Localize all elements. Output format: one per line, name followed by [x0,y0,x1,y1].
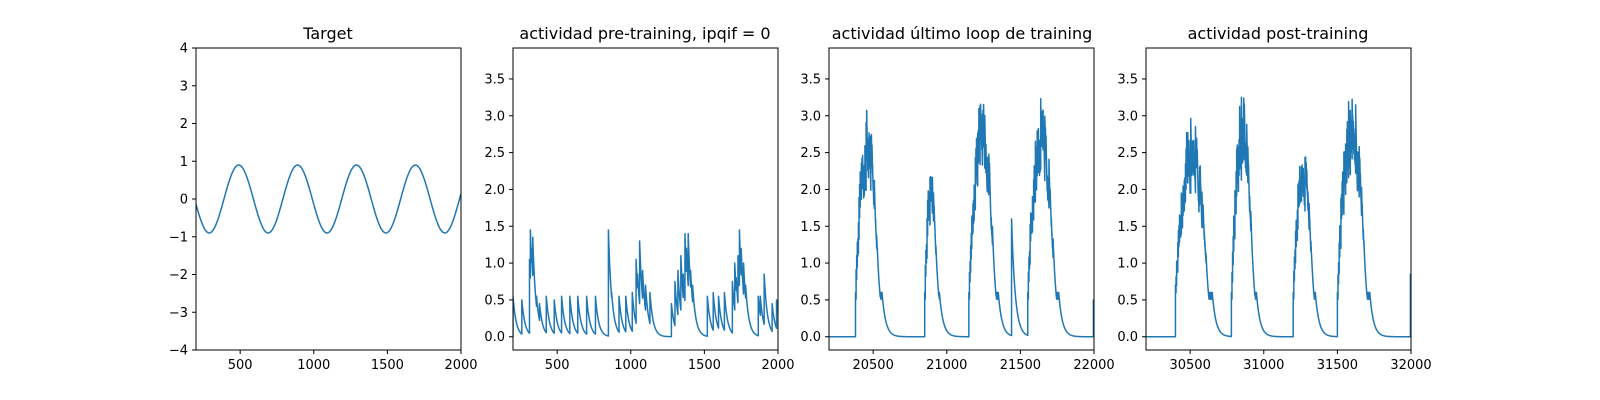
y-tick-label: 2.5 [484,146,505,161]
panel-post-training: actividad post-training 30500 31000 31500 3… [1117,24,1431,373]
x-tick-label: 30500 [1169,358,1210,373]
plot-area: 20500 21000 21500 22000 0.0 0.5 1.0 1.5 2.0 2.5 3.… [800,47,1115,373]
axes-frame [512,47,779,351]
panel-title: actividad post-training [1188,24,1369,43]
y-tick-label: 1.5 [800,220,821,235]
y-tick-label: 1 [180,155,188,170]
y-tick-label: 2.5 [800,146,821,161]
y-tick-label: 3.5 [800,72,821,87]
y-tick-label: 3.0 [484,109,505,124]
y-tick-label: 3.0 [800,109,821,124]
y-tick-label: 1.0 [800,257,821,272]
panel-title: actividad pre-training, ipqif = 0 [519,24,770,43]
x-tick-label: 2000 [444,358,477,373]
y-tick-label: 3 [180,79,188,94]
y-tick-label: 2.5 [1117,146,1138,161]
x-tick-label: 21500 [1000,358,1041,373]
panel-target: Target 500 1000 1500 2000 −4 −3 −2 −1 0 1 2 3 4 [169,24,478,373]
y-tick-label: 0.0 [484,330,505,345]
x-tick-label: 31500 [1317,358,1358,373]
y-tick-label: 2 [180,117,188,132]
x-tick-label: 1000 [297,358,330,373]
x-tick-label: 2000 [761,358,794,373]
y-tick-label: 3.0 [1117,109,1138,124]
x-tick-label: 31000 [1243,358,1284,373]
x-tick-label: 22000 [1073,358,1114,373]
y-tick-label: −4 [169,344,188,359]
y-tick-label: 0.5 [1117,293,1138,308]
y-tick-label: 1.5 [1117,220,1138,235]
y-tick-label: −1 [169,230,188,245]
y-tick-label: 2.0 [484,183,505,198]
y-tick-label: −2 [169,268,188,283]
y-tick-label: 1.5 [484,220,505,235]
y-tick-label: 1.0 [484,257,505,272]
x-tick-label: 1500 [688,358,721,373]
x-tick-label: 20500 [852,358,893,373]
plot-area: 500 1000 1500 2000 −4 −3 −2 −1 0 1 2 3 4 [169,42,478,374]
x-tick-label: 500 [545,358,570,373]
x-tick-label: 1000 [614,358,647,373]
series-line [1146,96,1411,338]
panel-last-training-loop: actividad último loop de training 20500 2… [800,24,1114,373]
y-tick-label: 0.0 [1117,330,1138,345]
x-tick-label: 32000 [1390,358,1431,373]
y-tick-label: 2.0 [800,183,821,198]
y-tick-label: 2.0 [1117,183,1138,198]
x-tick-label: 21000 [926,358,967,373]
panel-title: Target [302,24,353,43]
y-tick-label: 3.5 [1117,72,1138,87]
series-line [196,164,461,234]
x-tick-label: 1500 [371,358,404,373]
axes-frame [1145,47,1412,351]
y-tick-label: −3 [169,306,188,321]
plot-area: 30500 31000 31500 32000 0.0 0.5 1.0 1.5 2.0 2.5 3.… [1117,47,1432,373]
axes-frame [828,47,1095,351]
y-tick-label: 0 [180,193,188,208]
panel-title: actividad último loop de training [832,24,1093,43]
series-line [513,229,778,338]
plot-area: 500 1000 1500 2000 0.0 0.5 1.0 1.5 2.0 2.5 3.0 3.5 [484,47,795,373]
y-tick-label: 0.5 [484,293,505,308]
y-tick-label: 0.0 [800,330,821,345]
y-tick-label: 4 [180,42,188,57]
series-line [829,97,1094,338]
x-tick-label: 500 [228,358,253,373]
panel-pre-training: actividad pre-training, ipqif = 0 500 100… [484,24,794,373]
y-tick-label: 1.0 [1117,257,1138,272]
y-tick-label: 0.5 [800,293,821,308]
y-tick-label: 3.5 [484,72,505,87]
